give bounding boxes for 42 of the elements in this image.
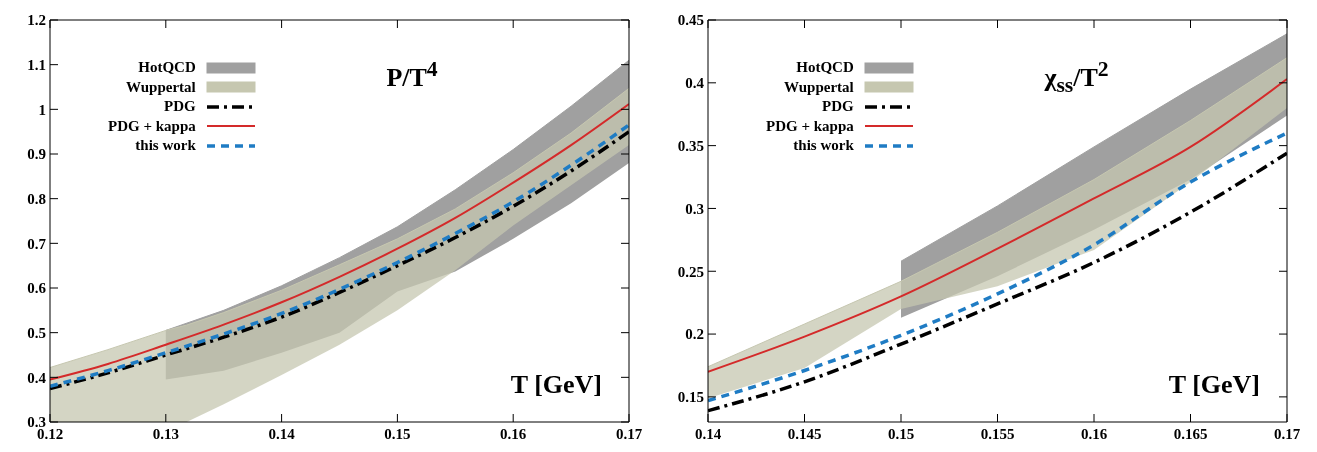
x-tick-label: 0.145 [787, 425, 822, 442]
y-tick-label: 0.8 [27, 190, 46, 207]
y-tick-label: 0.45 [677, 12, 704, 29]
y-tick-label: 0.7 [27, 235, 47, 252]
x-tick-label: 0.165 [1173, 425, 1208, 442]
y-tick-label: 0.35 [677, 137, 704, 154]
x-tick-label: 0.17 [615, 425, 643, 442]
legend-label: HotQCD [138, 58, 196, 77]
legend-label: PDG [822, 97, 854, 116]
x-tick-label: 0.15 [887, 425, 915, 442]
x-tick-label: 0.15 [384, 425, 411, 442]
y-tick-label: 1.1 [27, 56, 46, 73]
text: P/T$^{4}$ [386, 57, 438, 93]
y-tick-label: 0.15 [677, 389, 704, 406]
x-tick-label: 0.14 [268, 425, 296, 442]
legend-label: HotQCD [796, 58, 854, 77]
x-axis-title: T [GeV] [510, 370, 602, 400]
legend-label: this work [793, 136, 854, 155]
legend-label: Wuppertal [784, 77, 854, 97]
text: χ$_{ss}$/T$^{2}$ [1044, 57, 1109, 98]
y-tick-label: 0.3 [685, 200, 704, 217]
x-tick-label: 0.16 [1080, 425, 1108, 442]
legend-label: Wuppertal [126, 77, 196, 97]
y-tick-label: 0.6 [27, 280, 47, 297]
x-tick-label: 0.155 [980, 425, 1015, 442]
y-tick-label: 0.2 [685, 326, 704, 343]
x-tick-label: 0.16 [500, 425, 527, 442]
legend-label: this work [135, 136, 196, 155]
y-tick-label: 1.2 [27, 12, 46, 29]
y-tick-label: 0.5 [27, 324, 46, 341]
y-tick-label: 0.25 [677, 263, 704, 280]
x-tick-label: 0.13 [152, 425, 179, 442]
x-tick-label: 0.14 [694, 425, 722, 442]
y-tick-label: 0.4 [685, 75, 705, 92]
y-tick-label: 0.4 [27, 369, 47, 386]
y-tick-label: 1 [38, 101, 46, 118]
x-tick-label: 0.17 [1273, 425, 1301, 442]
x-axis-title: T [GeV] [1168, 370, 1260, 400]
legend-label: PDG + kappa [108, 116, 196, 136]
y-tick-label: 0.9 [27, 146, 46, 163]
legend-label: PDG + kappa [766, 116, 854, 136]
legend-label: PDG [164, 97, 196, 116]
